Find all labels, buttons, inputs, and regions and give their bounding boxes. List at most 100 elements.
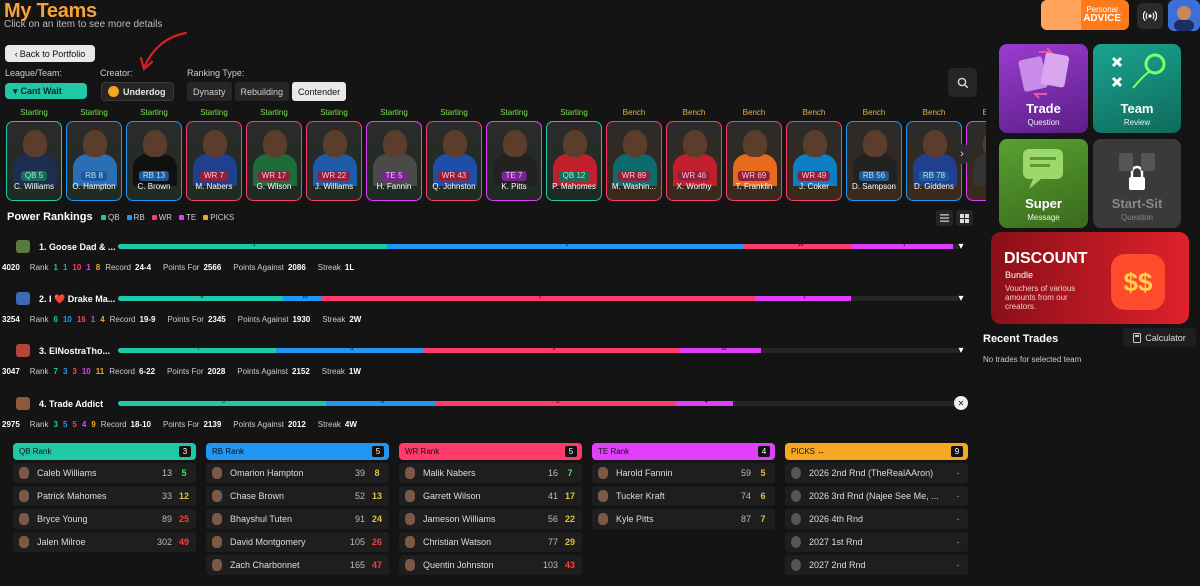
- discount-description: Vouchers of various amounts from our cre…: [1005, 284, 1076, 311]
- overall-rank: 165: [349, 560, 365, 570]
- player-card[interactable]: Starting WR 43 Q. Johnston: [426, 108, 482, 202]
- player-row[interactable]: David Montgomery 105 26: [206, 532, 389, 552]
- player-row[interactable]: Garrett Wilson 41 17: [399, 486, 582, 506]
- calculator-button[interactable]: Calculator: [1123, 328, 1196, 347]
- player-row[interactable]: Harold Fannin 59 5: [592, 463, 775, 483]
- pick-value: -: [956, 514, 960, 524]
- player-row[interactable]: Kyle Pitts 87 7: [592, 509, 775, 529]
- player-row[interactable]: Zach Charbonnet 165 47: [206, 555, 389, 575]
- player-row[interactable]: Jalen Milroe 302 49: [13, 532, 196, 552]
- player-row[interactable]: Bhayshul Tuten 91 24: [206, 509, 389, 529]
- player-row[interactable]: Quentin Johnston 103 43: [399, 555, 582, 575]
- position-rank-badge: WR 49: [797, 171, 831, 181]
- collapse-button[interactable]: ✕: [954, 396, 968, 410]
- player-row[interactable]: Jameson Williams 56 22: [399, 509, 582, 529]
- position-rank-badge: WR 43: [437, 171, 471, 181]
- player-row[interactable]: Caleb Williams 13 5: [13, 463, 196, 483]
- player-card[interactable]: Starting WR 7 M. Nabers: [186, 108, 242, 202]
- player-card[interactable]: Starting WR 17 G. Wilson: [246, 108, 302, 202]
- start-sit-tile[interactable]: Start-Sit Question: [1093, 139, 1181, 228]
- panel-header[interactable]: RB Rank 5: [206, 443, 389, 460]
- ranking-tab-contender[interactable]: Contender: [292, 82, 347, 101]
- broadcast-button[interactable]: [1137, 3, 1163, 29]
- league-team-select[interactable]: ▾ Cant Wait: [5, 83, 87, 99]
- search-button[interactable]: [948, 68, 977, 97]
- player-card[interactable]: Starting TE 7 K. Pitts: [486, 108, 542, 202]
- bar-segment-wr: 5: [436, 401, 677, 406]
- record-value: 24-4: [135, 263, 152, 272]
- team-value: 3254: [2, 315, 20, 324]
- player-card[interactable]: Bench RB 78 D. Giddens: [906, 108, 962, 202]
- player-name: Kyle Pitts: [616, 514, 654, 524]
- player-avatar: [405, 536, 415, 548]
- panel-header[interactable]: WR Rank 5: [399, 443, 582, 460]
- player-card[interactable]: Bench WR 46 X. Worthy: [666, 108, 722, 202]
- player-row[interactable]: Patrick Mahomes 33 12: [13, 486, 196, 506]
- back-to-portfolio-button[interactable]: ‹ Back to Portfolio: [5, 45, 95, 62]
- player-card[interactable]: Starting WR 22 J. Williams: [306, 108, 362, 202]
- panel-header[interactable]: TE Rank 4: [592, 443, 775, 460]
- panel-header[interactable]: PICKS ↔ 9: [785, 443, 968, 460]
- player-card[interactable]: Starting TE 5 H. Fannin: [366, 108, 422, 202]
- personal-advice-button[interactable]: Personal ADVICE: [1041, 0, 1129, 30]
- rank-wr: 3: [72, 367, 77, 376]
- player-row[interactable]: 2027 1st Rnd -: [785, 532, 968, 552]
- player-row[interactable]: Omarion Hampton 39 8: [206, 463, 389, 483]
- player-name: Zach Charbonnet: [230, 560, 300, 570]
- bar-segment-label: 10: [302, 296, 308, 300]
- expand-button[interactable]: ▾: [958, 292, 964, 304]
- grid-view-button[interactable]: [956, 210, 973, 226]
- player-name: O. Hampton: [72, 182, 116, 191]
- user-avatar[interactable]: [1168, 0, 1200, 31]
- message-bubble-icon: [1023, 149, 1063, 189]
- player-avatar: [19, 513, 29, 525]
- creator-select[interactable]: Underdog: [101, 82, 174, 101]
- position-rank: 47: [371, 560, 382, 570]
- player-row[interactable]: Tucker Kraft 74 6: [592, 486, 775, 506]
- player-row[interactable]: Malik Nabers 16 7: [399, 463, 582, 483]
- expand-button[interactable]: ▾: [958, 240, 964, 252]
- player-card[interactable]: Bench RB 56 D. Sampson: [846, 108, 902, 202]
- player-row[interactable]: 2027 2nd Rnd -: [785, 555, 968, 575]
- position-panel-wr: WR Rank 5 Malik Nabers 16 7 Garrett Wilson 41 1…: [399, 443, 582, 575]
- player-status: Bench: [682, 108, 706, 117]
- player-avatar: [212, 536, 222, 548]
- player-name: D. Giddens: [913, 182, 955, 191]
- overall-rank: 33: [161, 491, 172, 501]
- red-arrow-annotation-icon: [139, 31, 188, 71]
- panel-header[interactable]: QB Rank 3: [13, 443, 196, 460]
- player-card[interactable]: Starting QB 12 P. Mahomes: [546, 108, 602, 202]
- expand-button[interactable]: ▾: [958, 344, 964, 356]
- player-card[interactable]: Starting QB 5 C. Williams: [6, 108, 62, 202]
- team-review-tile[interactable]: Team Review: [1093, 44, 1181, 133]
- rank-rb: 3: [62, 367, 68, 376]
- player-avatar: [405, 513, 415, 525]
- player-name: Omarion Hampton: [230, 468, 304, 478]
- player-row[interactable]: Christian Watson 77 29: [399, 532, 582, 552]
- super-message-tile[interactable]: Super Message: [999, 139, 1088, 228]
- player-head: [983, 130, 986, 157]
- player-card[interactable]: Bench WR 49 J. Coker: [786, 108, 842, 202]
- position-rank: 12: [178, 491, 189, 501]
- chevron-left-icon: ‹: [14, 48, 18, 59]
- player-card[interactable]: Bench WR 89 M. Washin...: [606, 108, 662, 202]
- pick-name: 2026 2nd Rnd (TheRealAAron): [809, 468, 934, 478]
- player-row[interactable]: 2026 3rd Rnd (Najee See Me, ... -: [785, 486, 968, 506]
- pick-value: -: [956, 468, 960, 478]
- team-value: 3047: [2, 367, 20, 376]
- player-card[interactable]: Starting RB 13 C. Brown: [126, 108, 182, 202]
- player-card[interactable]: Bench WR 69 T. Franklin: [726, 108, 782, 202]
- player-row[interactable]: Chase Brown 52 13: [206, 486, 389, 506]
- player-card[interactable]: Bench TT: [966, 108, 986, 202]
- player-head: [143, 130, 167, 157]
- ranking-tab-dynasty[interactable]: Dynasty: [187, 82, 232, 101]
- ranking-tab-rebuilding[interactable]: Rebuilding: [234, 82, 290, 101]
- list-view-button[interactable]: [936, 210, 953, 226]
- carousel-next-button[interactable]: ›: [953, 144, 971, 164]
- player-row[interactable]: 2026 4th Rnd -: [785, 509, 968, 529]
- discount-bundle-banner[interactable]: DISCOUNT Bundle Vouchers of various amou…: [991, 232, 1189, 324]
- player-row[interactable]: Bryce Young 89 25: [13, 509, 196, 529]
- player-row[interactable]: 2026 2nd Rnd (TheRealAAron) -: [785, 463, 968, 483]
- trade-question-tile[interactable]: Trade Question: [999, 44, 1088, 133]
- player-card[interactable]: Starting RB 8 O. Hampton: [66, 108, 122, 202]
